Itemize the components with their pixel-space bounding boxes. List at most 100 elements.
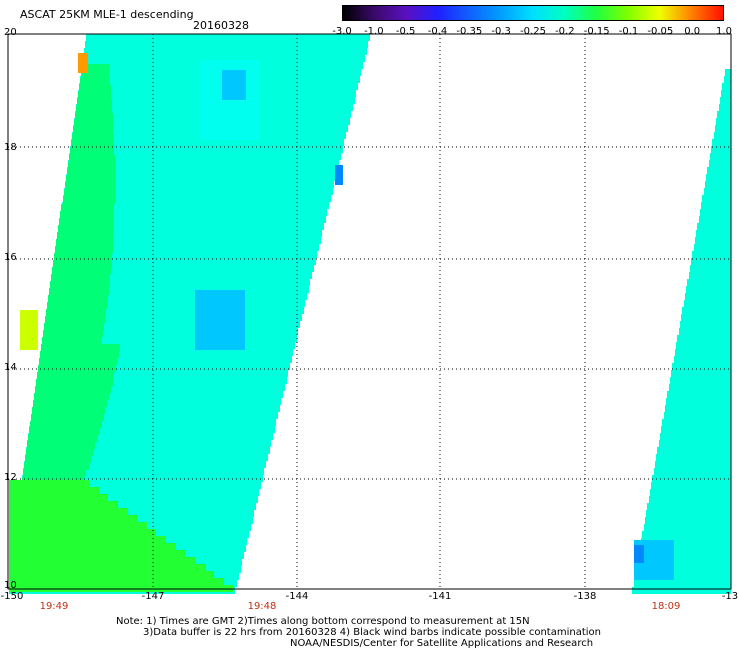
left-swath-row <box>27 440 271 447</box>
left-swath-green <box>52 267 111 274</box>
color-scale-tick: -0.1 <box>618 26 639 37</box>
right-swath-row <box>637 559 731 566</box>
left-swath-row <box>28 433 273 440</box>
bottom-green-area <box>9 487 99 494</box>
left-swath-row <box>58 230 322 237</box>
left-swath-row <box>62 202 329 209</box>
right-swath-row <box>701 202 731 209</box>
right-swath-row <box>714 132 731 139</box>
left-swath-row <box>24 461 266 468</box>
right-swath-row <box>636 566 731 573</box>
left-swath-row <box>36 384 285 391</box>
lon-label-144: -144 <box>285 591 309 602</box>
right-swath-row <box>679 328 731 335</box>
color-scale-tick: -0.5 <box>395 26 416 37</box>
note-line-3: NOAA/NESDIS/Center for Satellite Applica… <box>290 638 594 649</box>
left-swath-green <box>72 134 114 141</box>
color-scale-tick: 1.0 <box>716 26 732 37</box>
left-swath-green <box>28 435 98 442</box>
left-swath-row <box>65 181 334 188</box>
right-swath-row <box>662 419 731 426</box>
left-swath-row <box>59 223 324 230</box>
left-swath-row <box>83 55 365 62</box>
left-swath-row <box>71 139 344 146</box>
left-swath-green <box>80 78 110 85</box>
map-frame <box>7 33 732 590</box>
left-swath-green <box>24 463 89 470</box>
right-swath-row <box>687 279 731 286</box>
right-swath-row <box>655 461 731 468</box>
lat-label-10: 10 <box>4 580 17 591</box>
left-swath-green <box>40 351 119 358</box>
color-scale-tick: -0.35 <box>456 26 483 37</box>
right-swath-row <box>664 412 731 419</box>
right-swath-row <box>659 440 731 447</box>
right-swath-row <box>697 223 731 230</box>
color-scale-bar <box>342 5 724 21</box>
left-swath-green <box>63 197 115 204</box>
bottom-green-area <box>9 543 176 550</box>
right-swath-row <box>699 216 731 223</box>
lat-label-18: 18 <box>4 142 17 153</box>
left-swath-row <box>86 34 370 41</box>
left-swath-row <box>25 454 268 461</box>
color-scale-tick: -3.0 <box>332 26 352 37</box>
left-swath-row <box>84 48 367 55</box>
left-swath-row <box>52 272 312 279</box>
right-swath-row <box>674 356 731 363</box>
left-swath-row <box>70 146 343 153</box>
left-swath-row <box>57 237 321 244</box>
left-swath-row <box>48 300 305 307</box>
right-swath-row <box>696 230 731 237</box>
left-swath-green <box>51 274 110 281</box>
bottom-green-area <box>9 536 166 543</box>
bottom-green-area <box>9 480 89 487</box>
left-swath-green <box>59 218 114 225</box>
left-swath-green <box>74 120 113 127</box>
left-swath-row <box>33 405 280 412</box>
left-swath-row <box>35 391 283 398</box>
blue-patch-center <box>195 290 245 350</box>
left-swath-row <box>66 174 336 181</box>
right-swath-row <box>644 524 731 531</box>
left-swath-green <box>31 414 104 421</box>
left-swath-green <box>73 127 113 134</box>
left-swath-green <box>26 449 93 456</box>
left-swath-row <box>61 209 327 216</box>
right-swath-row <box>722 83 731 90</box>
note-line-2: 3)Data buffer is 22 hrs from 20160328 4)… <box>143 627 601 638</box>
color-scale-tick: 0.0 <box>684 26 701 37</box>
right-swath-row <box>690 265 731 272</box>
left-swath-green <box>35 386 111 393</box>
left-swath-green <box>65 183 115 190</box>
left-swath-green <box>50 281 110 288</box>
color-scale-tick: -0.2 <box>555 26 575 37</box>
left-swath-row <box>41 349 293 356</box>
left-swath-green <box>43 330 103 337</box>
right-swath-row <box>666 398 731 405</box>
right-swath-row <box>650 489 731 496</box>
right-swath-row <box>692 251 731 258</box>
bottom-green-area <box>9 578 224 585</box>
right-swath-row <box>709 160 731 167</box>
left-swath-row <box>43 335 297 342</box>
right-swath-row <box>681 314 731 321</box>
right-swath-row <box>724 76 731 83</box>
color-scale-tick: -1.0 <box>364 26 384 37</box>
left-swath-row <box>53 265 314 272</box>
left-swath-green <box>70 148 114 155</box>
right-swath-row <box>649 496 731 503</box>
bottom-green-area <box>9 529 156 536</box>
right-swath-row <box>704 188 731 195</box>
left-swath-row <box>64 188 333 195</box>
right-swath-row <box>707 167 731 174</box>
left-swath-green <box>68 162 115 169</box>
lat-label-20: 20 <box>4 27 17 38</box>
right-swath-row <box>656 454 731 461</box>
right-swath-row <box>641 538 731 545</box>
color-scale-tick: -0.4 <box>427 26 448 37</box>
lon-label-147: -147 <box>141 591 165 602</box>
left-swath-row <box>23 468 264 475</box>
left-swath-row <box>40 356 292 363</box>
right-swath-row <box>715 125 731 132</box>
